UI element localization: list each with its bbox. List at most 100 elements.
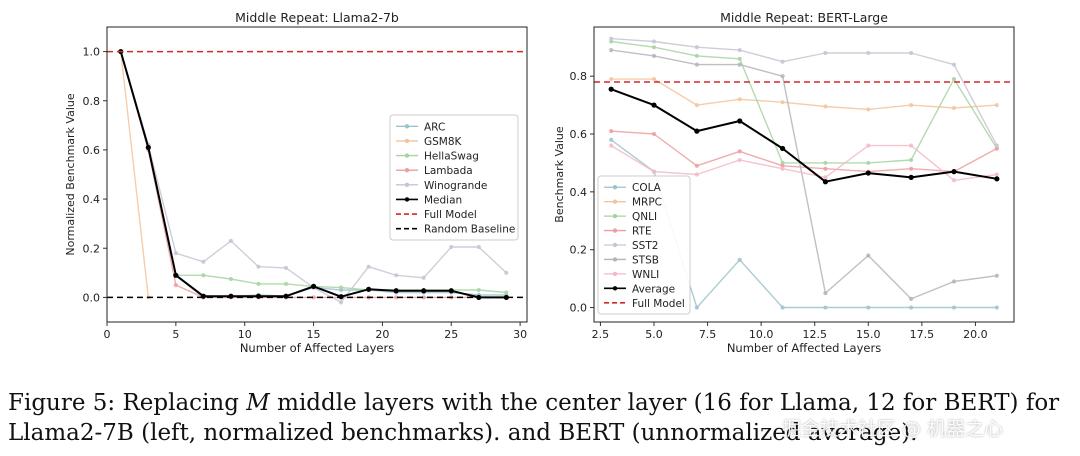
x-tick-label: 20.0	[963, 328, 988, 341]
x-tick-label: 30	[513, 328, 527, 341]
chart-title: Middle Repeat: BERT-Large	[720, 10, 888, 25]
data-point-winogrande	[228, 238, 234, 243]
x-tick-label: 20	[375, 328, 389, 341]
legend-marker-gsm8k	[404, 138, 410, 144]
data-point-cola	[951, 305, 957, 310]
data-point-qnli	[909, 157, 914, 163]
series-line-sst2	[611, 37, 998, 146]
data-point-average	[994, 176, 1000, 182]
data-point-stsb	[823, 290, 828, 296]
data-point-winogrande	[394, 273, 399, 278]
data-point-mrpc	[780, 100, 785, 105]
x-tick-label: 5.0	[645, 328, 663, 341]
watermark: 掘金技术社区 @ 机器之心	[782, 418, 1004, 440]
y-tick-label: 0.8	[570, 70, 588, 83]
x-tick-label: 15.0	[856, 328, 881, 341]
y-tick-label: 0.6	[83, 144, 101, 157]
caption-line-2: Llama2-7B (left, normalized benchmarks).…	[8, 420, 918, 446]
legend-label-median: Median	[424, 194, 462, 206]
legend-label-stsb: STSB	[632, 254, 659, 266]
data-point-winogrande	[366, 264, 371, 269]
data-point-lambada	[394, 295, 399, 300]
data-point-mrpc	[694, 102, 699, 108]
data-point-average	[651, 102, 657, 108]
data-point-mrpc	[737, 97, 742, 102]
legend-label-gsm8k: GSM8K	[424, 136, 463, 148]
data-point-qnli	[694, 53, 699, 59]
data-point-median	[393, 288, 399, 294]
legend-label-full-model: Full Model	[632, 298, 685, 310]
data-point-median	[145, 144, 151, 151]
data-point-cola	[694, 305, 699, 310]
legend-label-average: Average	[632, 283, 675, 295]
data-point-sst2	[866, 50, 871, 56]
data-point-winogrande	[201, 259, 206, 264]
legend-marker-wnli	[612, 271, 618, 277]
legend-label-sst2: SST2	[632, 240, 658, 252]
legend-label-arc: ARC	[424, 121, 445, 133]
data-point-stsb	[780, 74, 785, 79]
legend-label-rte: RTE	[632, 226, 652, 238]
data-point-stsb	[866, 253, 871, 258]
data-point-stsb	[909, 296, 914, 301]
data-point-rte	[651, 131, 657, 137]
data-point-hellaswag	[256, 281, 261, 286]
data-point-average	[779, 145, 786, 152]
data-point-cola	[866, 305, 871, 310]
data-point-hellaswag	[338, 285, 344, 290]
y-tick-label: 0.4	[570, 186, 588, 199]
legend-marker-arc	[404, 124, 410, 129]
y-axis-label: Benchmark Value	[553, 126, 566, 223]
y-tick-label: 0.0	[83, 291, 101, 304]
legend-label-mrpc: MRPC	[632, 197, 662, 209]
data-point-rte	[609, 129, 614, 134]
data-point-sst2	[909, 50, 914, 56]
data-point-wnli	[609, 143, 614, 148]
legend-marker-median	[404, 197, 410, 202]
data-point-rte	[737, 149, 742, 154]
data-point-qnli	[737, 56, 742, 61]
data-point-rte	[994, 146, 999, 151]
y-tick-label: 0.4	[83, 193, 101, 206]
data-point-average	[908, 174, 914, 180]
x-tick-label: 7.5	[699, 328, 717, 341]
data-point-qnli	[651, 45, 657, 50]
y-axis-label: Normalized Benchmark Value	[64, 93, 77, 255]
series-line-rte	[611, 130, 998, 173]
y-tick-label: 1.0	[83, 46, 101, 59]
series-line-mrpc	[611, 78, 997, 111]
data-point-wnli	[737, 157, 742, 163]
data-point-median	[503, 294, 509, 301]
data-point-hellaswag	[228, 276, 234, 282]
x-axis-label: Number of Affected Layers	[727, 341, 881, 355]
data-point-rte	[909, 166, 914, 171]
y-tick-label: 0.8	[83, 95, 101, 108]
data-point-sst2	[780, 59, 785, 64]
legend-label-full-model: Full Model	[424, 209, 477, 221]
series-line-qnli	[611, 40, 998, 164]
data-point-winogrande	[283, 265, 289, 271]
data-point-average	[822, 179, 829, 185]
data-point-average	[951, 169, 957, 175]
data-point-wnli	[651, 169, 657, 174]
series-line-gsm8k	[120, 51, 149, 298]
data-point-lambada	[173, 283, 178, 288]
x-tick-label: 0	[104, 328, 111, 341]
legend-label-qnli: QNLI	[632, 211, 657, 223]
data-point-average	[737, 118, 743, 124]
data-point-sst2	[609, 36, 614, 41]
legend-label-random-baseline: Random Baseline	[424, 224, 515, 236]
legend-marker-stsb	[612, 257, 618, 262]
x-tick-label: 12.5	[802, 328, 827, 341]
data-point-mrpc	[909, 102, 914, 108]
legend: COLA MRPC QNLI RTE SST2 STSB WNLI Average Full M…	[597, 175, 691, 315]
caption-text-b: middle layers with the center layer (16 …	[269, 390, 1060, 416]
data-point-qnli	[951, 76, 957, 82]
data-point-median	[366, 286, 372, 292]
data-point-sst2	[994, 143, 999, 148]
plot-area	[107, 48, 527, 305]
data-point-qnli	[780, 160, 785, 166]
data-point-cola	[609, 137, 614, 142]
data-point-cola	[780, 305, 785, 310]
x-tick-label: 10.0	[749, 328, 774, 341]
